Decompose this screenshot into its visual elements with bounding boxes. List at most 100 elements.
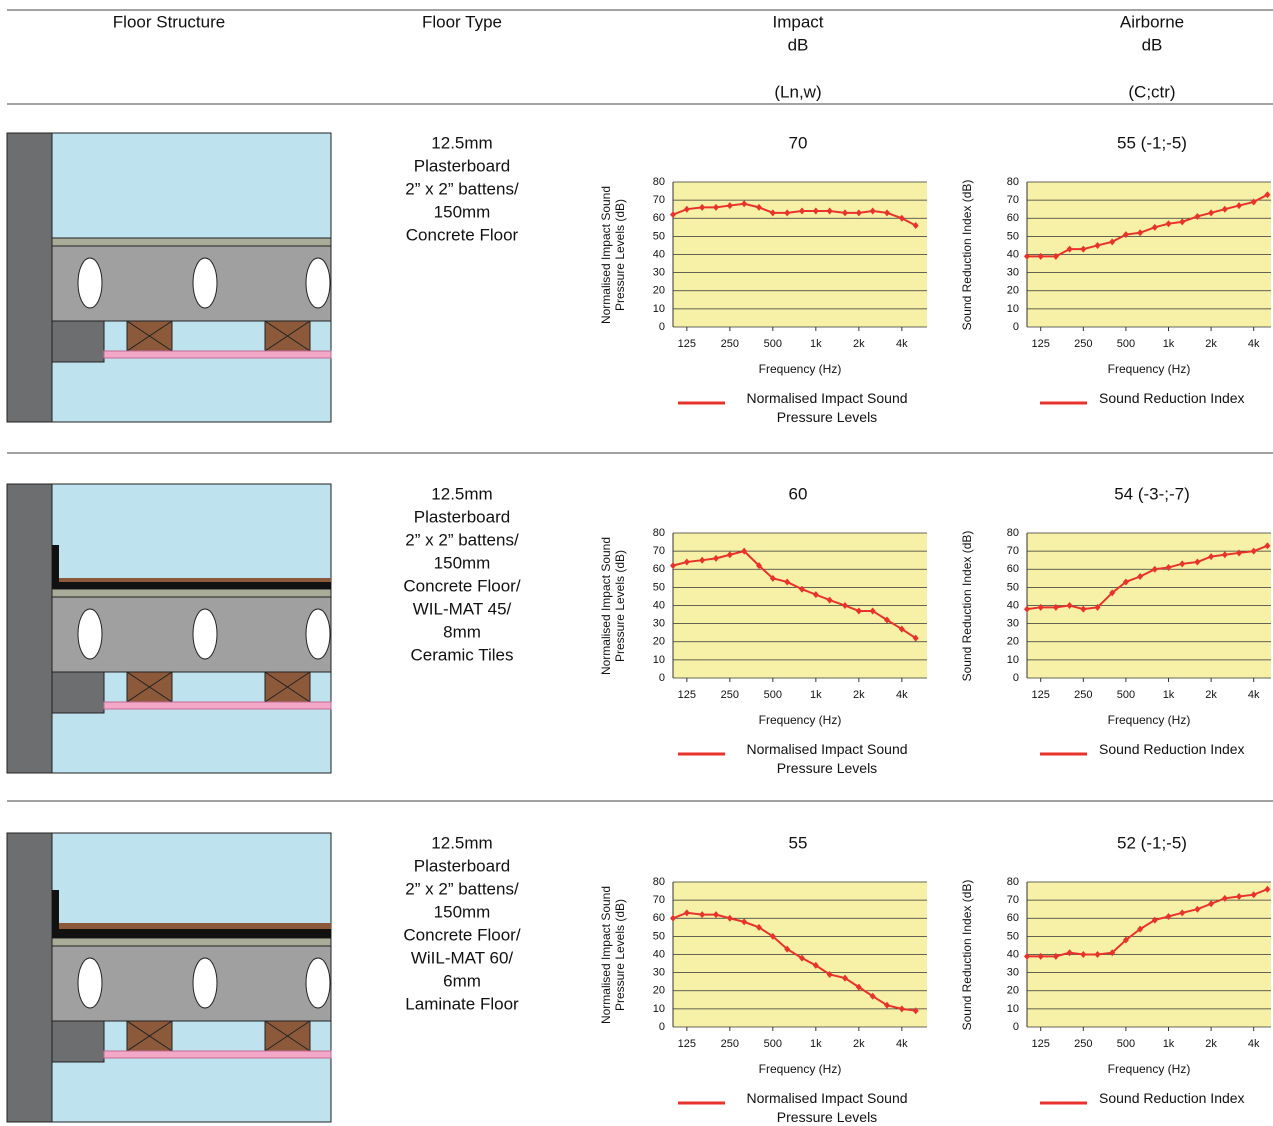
data-point [869, 607, 876, 615]
data-point [784, 578, 791, 586]
impact-rating: 55 [789, 833, 808, 852]
data-point [1109, 589, 1116, 597]
void [77, 257, 103, 309]
data-point [799, 954, 806, 962]
y-tick-label: 10 [653, 303, 665, 315]
y-axis-label: Normalised Impact Sound Pressure Levels … [599, 536, 627, 675]
data-point [842, 602, 849, 609]
y-tick-label: 80 [653, 527, 665, 539]
y-tick-label: 0 [659, 1021, 665, 1033]
x-tick-label: 1k [1163, 689, 1175, 701]
x-tick-label: 4k [1248, 1038, 1260, 1050]
screed [51, 588, 332, 598]
floor-type-line: Concrete Floor [406, 225, 519, 244]
data-point [884, 209, 891, 217]
data-point [855, 607, 862, 615]
y-tick-label: 30 [653, 618, 665, 630]
data-point [670, 562, 676, 570]
data-point [1137, 573, 1144, 580]
data-point [1264, 885, 1271, 893]
y-tick-label: 10 [653, 654, 665, 666]
data-point [826, 596, 833, 604]
floor-type-line: 150mm [434, 553, 491, 572]
data-point [912, 634, 919, 642]
plasterboard [103, 701, 332, 710]
data-point [842, 974, 849, 982]
data-point [769, 209, 776, 217]
x-tick-label: 125 [1032, 338, 1050, 350]
data-point [683, 558, 690, 566]
x-tick-label: 250 [1074, 338, 1092, 350]
x-tick-label: 500 [764, 1038, 782, 1050]
floor-type-line: Plasterboard [414, 156, 510, 175]
y-tick-label: 70 [1007, 545, 1019, 557]
data-point [1066, 602, 1073, 609]
laminate [59, 923, 331, 929]
x-tick-label: 500 [1117, 1038, 1135, 1050]
tiles [59, 578, 331, 582]
y-tick-label: 0 [1013, 672, 1019, 684]
floor-type-line: Ceramic Tiles [411, 645, 514, 664]
data-point [884, 616, 891, 624]
header-impact: (Ln,w) [774, 82, 821, 101]
data-point [812, 961, 819, 969]
y-tick-label: 80 [1007, 527, 1019, 539]
header-impact: dB [788, 35, 809, 54]
floor-type-line: 12.5mm [431, 833, 492, 852]
data-point [683, 909, 690, 917]
data-point [799, 585, 806, 593]
y-tick-label: 60 [1007, 563, 1019, 575]
data-point [1194, 558, 1201, 566]
data-point [1094, 241, 1101, 249]
data-point [756, 562, 763, 570]
x-tick-label: 1k [1163, 338, 1175, 350]
data-point [1165, 220, 1172, 228]
void [192, 957, 218, 1009]
data-point [842, 209, 849, 217]
y-tick-label: 0 [1013, 321, 1019, 333]
y-tick-label: 10 [1007, 303, 1019, 315]
x-tick-label: 2k [853, 338, 865, 350]
data-point [884, 1001, 891, 1009]
y-tick-label: 0 [1013, 1021, 1019, 1033]
floor-type-line: WIL-MAT 45/ [413, 599, 512, 618]
data-point [1066, 245, 1073, 253]
y-tick-label: 20 [653, 285, 665, 297]
floor-type-line: 2” x 2” battens/ [405, 179, 519, 198]
batten-cross [126, 671, 173, 703]
data-point [1066, 949, 1073, 957]
data-point [784, 945, 791, 953]
data-point [1165, 912, 1172, 920]
data-point [713, 554, 720, 562]
x-tick-label: 125 [1032, 689, 1050, 701]
x-tick-label: 500 [1117, 689, 1135, 701]
data-point [784, 209, 791, 217]
impact-rating: 70 [789, 133, 808, 152]
y-tick-label: 10 [1007, 654, 1019, 666]
legend-label: Normalised Impact Sound Pressure Levels [746, 1090, 908, 1125]
floor-type-line: 12.5mm [431, 484, 492, 503]
y-tick-label: 50 [1007, 230, 1019, 242]
data-point [1080, 605, 1087, 613]
batten-cross [264, 320, 311, 352]
x-tick-label: 2k [853, 689, 865, 701]
y-tick-label: 50 [653, 581, 665, 593]
y-tick-label: 80 [653, 176, 665, 188]
void [192, 257, 218, 309]
x-tick-label: 2k [1205, 689, 1217, 701]
data-point [898, 1005, 905, 1013]
y-axis-label: Sound Reduction Index (dB) [960, 879, 974, 1030]
header-type: Floor Type [422, 12, 502, 31]
x-tick-label: 250 [721, 338, 739, 350]
data-point [1236, 202, 1243, 210]
x-tick-label: 1k [1163, 1038, 1175, 1050]
x-axis-label: Frequency (Hz) [759, 1062, 842, 1076]
data-point [1122, 936, 1129, 944]
header-airborne: (C;ctr) [1128, 82, 1175, 101]
void [77, 608, 103, 660]
y-tick-label: 20 [1007, 636, 1019, 648]
data-point [699, 203, 706, 211]
x-tick-label: 500 [1117, 338, 1135, 350]
y-tick-label: 60 [653, 563, 665, 575]
